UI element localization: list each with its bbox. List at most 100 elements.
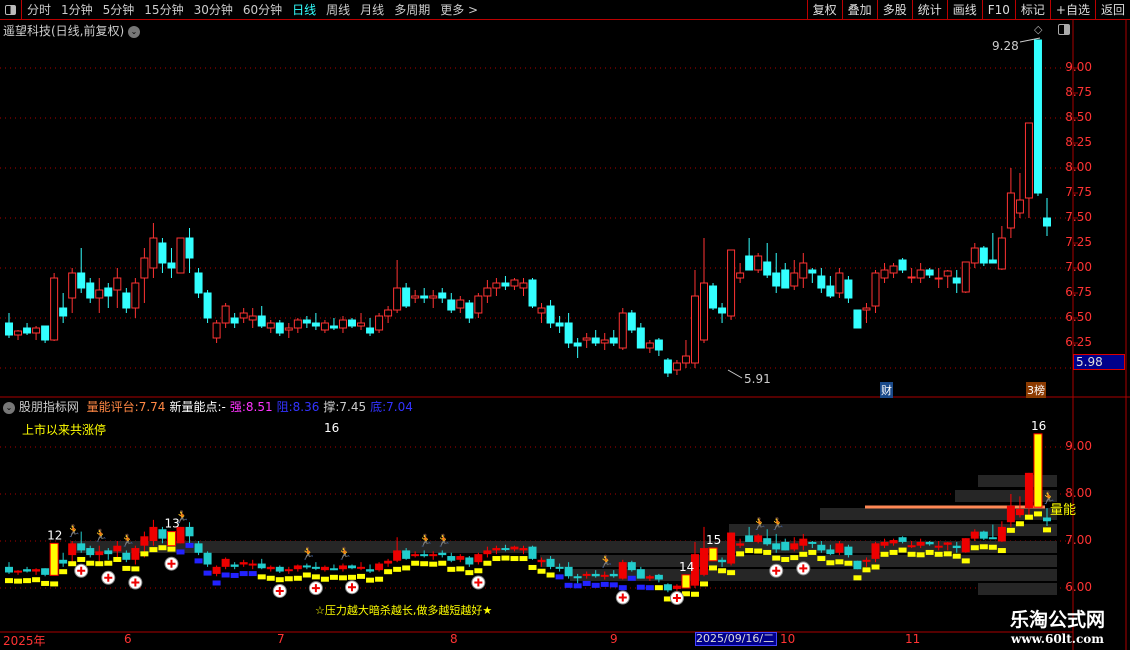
period-tab[interactable]: 更多 > [440,3,479,17]
support-line-segment [203,570,212,576]
support-line-segment [555,574,564,580]
indicator-name[interactable]: 股朋指标网 [18,400,79,414]
candle-body [835,272,844,294]
support-line-segment [176,549,185,555]
period-tab[interactable]: 月线 [360,3,385,17]
y-tick: 8.00 [1065,160,1092,174]
support-line-segment [465,570,474,576]
diamond-icon[interactable]: ◇ [1034,23,1043,36]
y-tick: 8.75 [1065,85,1092,99]
support-line-segment [438,560,447,566]
support-line-segment [654,585,663,591]
period-tab[interactable]: 1分钟 [61,3,93,17]
y-tick: 9.00 [1065,60,1092,74]
indicator-candle-body [302,565,311,568]
support-line-segment [456,566,465,572]
indicator-candle-body [456,556,465,560]
indicator-candle-body [546,558,555,567]
toolbar-button[interactable]: 多股 [876,0,912,20]
support-line-segment [149,547,158,553]
toolbar-button[interactable]: 叠加 [841,0,877,20]
chevron-down-icon[interactable]: ⌄ [3,401,15,414]
limit-up-bar [166,531,176,547]
candle-body [293,319,302,329]
toolbar-button[interactable]: 返回 [1094,0,1130,20]
support-line-segment [582,580,591,586]
indicator-candle-body [474,554,483,563]
indicator-candle-body [700,548,709,575]
finance-badge[interactable]: 财 [880,382,893,398]
period-tab[interactable]: 15分钟 [144,3,184,17]
indicator-candle-body [672,585,681,589]
support-line-segment [853,575,862,581]
y-tick: 6.50 [1065,310,1092,324]
support-line-segment [411,560,420,566]
period-tab[interactable]: 分时 [27,3,52,17]
candle-body [952,277,961,284]
support-line-segment [889,549,898,555]
field-label: 撑: [323,400,340,414]
candle-body [158,242,167,264]
candle-body [609,337,618,344]
toolbar-button[interactable]: 统计 [911,0,947,20]
toolbar-button[interactable]: 复权 [806,0,842,20]
field-label: 阻: [276,400,293,414]
indicator-candle-body [320,566,329,571]
support-line-segment [681,591,690,597]
period-tab[interactable]: 60分钟 [242,3,283,17]
candle-body [59,307,68,317]
candle-body [50,277,59,341]
indicator-candle-body [772,543,781,550]
support-line-segment [591,582,600,588]
panel-icon[interactable] [1058,24,1070,35]
support-line-segment [880,551,889,557]
volume-profile-band [540,555,1057,567]
indicator-candle-body [95,551,104,556]
toolbar-button[interactable]: 画线 [946,0,982,20]
toolbar-button[interactable]: +自选 [1049,0,1095,20]
indicator-candle-body [573,576,582,579]
limit-up-bar [49,542,59,576]
support-line-segment [5,578,13,584]
indicator-candle-body [790,543,799,550]
candle-body [997,237,1006,270]
candle-body [438,292,447,299]
indicator-candle-body [654,574,663,580]
panel-toggle-button[interactable] [0,0,22,20]
toolbar-button[interactable]: F10 [981,0,1015,20]
period-tab[interactable]: 周线 [326,3,351,17]
support-line-segment [483,560,492,566]
support-line-segment [537,568,546,574]
candle-body [754,255,763,271]
volume-profile-band [978,475,1057,487]
indicator-candle-body [329,568,338,571]
stock-title[interactable]: 遥望科技(日线,前复权) ⌄ [3,22,141,39]
indicator-field: 撑:7.45 [323,400,366,414]
panel-icon [5,4,16,15]
chevron-down-icon[interactable]: ⌄ [128,25,141,38]
candle-body [627,312,636,331]
candle-body [537,307,546,314]
period-tab[interactable]: 30分钟 [193,3,233,17]
indicator-candle-body [158,529,167,539]
support-line-segment [898,547,907,553]
candle-body [347,319,356,327]
support-line-segment [627,575,636,581]
indicator-candle-body [690,554,699,586]
y-tick: 9.00 [1065,439,1092,453]
candle-body [654,339,663,351]
period-tab[interactable]: 多周期 [394,3,431,17]
toolbar-button[interactable]: 标记 [1014,0,1050,20]
rank-badge[interactable]: 3榜 [1026,382,1046,398]
indicator-candle-body [122,552,131,560]
candle-body [736,272,745,279]
candle-body [248,315,257,321]
indicator-candle-body [86,548,95,556]
indicator-candle-body [429,554,438,557]
period-tab[interactable]: 日线 [292,3,317,17]
indicator-candle-body [997,526,1006,542]
support-line-segment [375,576,384,582]
period-tab[interactable]: 5分钟 [102,3,135,17]
support-line-segment [1006,527,1015,533]
